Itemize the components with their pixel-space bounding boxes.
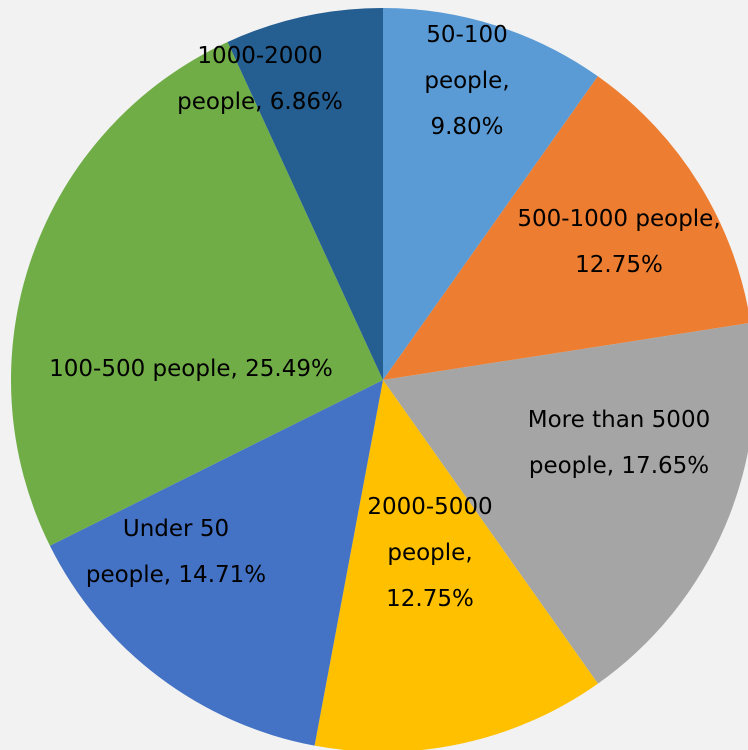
data-label-line: 12.75%: [575, 252, 663, 278]
pie-slice-50-100-people: [383, 8, 598, 380]
data-label-line: 100-500 people, 25.49%: [49, 356, 333, 382]
data-label-line: Under 50: [123, 516, 229, 542]
data-label-line: 1000-2000: [197, 43, 322, 69]
data-label-1000-2000-people: 1000-2000 people, 6.86%: [177, 43, 343, 115]
pie-slice-2000-5000-people: [314, 380, 598, 750]
data-label-line: people, 17.65%: [529, 453, 709, 479]
labels-layer: 50-100 people, 9.80% 500-1000 people, 12.75%…: [49, 22, 721, 612]
data-label-line: people, 14.71%: [86, 562, 266, 588]
data-label-line: people,: [424, 68, 509, 94]
data-label-line: 500-1000 people,: [517, 206, 720, 232]
data-label-line: people,: [387, 540, 472, 566]
pie-slice-100-500-people: [10, 42, 383, 546]
data-label-more-than-5000-people: More than 5000 people, 17.65%: [528, 407, 710, 479]
pie-slice-500-1000-people: [383, 76, 748, 380]
data-label-line: 50-100: [426, 22, 507, 48]
pie-slice-under-50-people: [49, 380, 384, 746]
data-label-under-50-people: Under 50 people, 14.71%: [86, 516, 266, 588]
data-label-line: More than 5000: [528, 407, 710, 433]
data-label-line: 2000-5000: [367, 494, 492, 520]
data-label-500-1000-people: 500-1000 people, 12.75%: [517, 206, 720, 278]
slices-layer: [10, 7, 748, 750]
data-label-2000-5000-people: 2000-5000 people, 12.75%: [367, 494, 492, 612]
pie-slice-more-than-5000-people: [383, 323, 748, 684]
data-label-line: people, 6.86%: [177, 89, 343, 115]
pie-slice-1000-2000-people: [227, 7, 383, 380]
data-label-100-500-people: 100-500 people, 25.49%: [49, 356, 333, 382]
data-label-line: 9.80%: [430, 114, 503, 140]
data-label-line: 12.75%: [386, 586, 474, 612]
data-label-50-100-people: 50-100 people, 9.80%: [424, 22, 509, 140]
